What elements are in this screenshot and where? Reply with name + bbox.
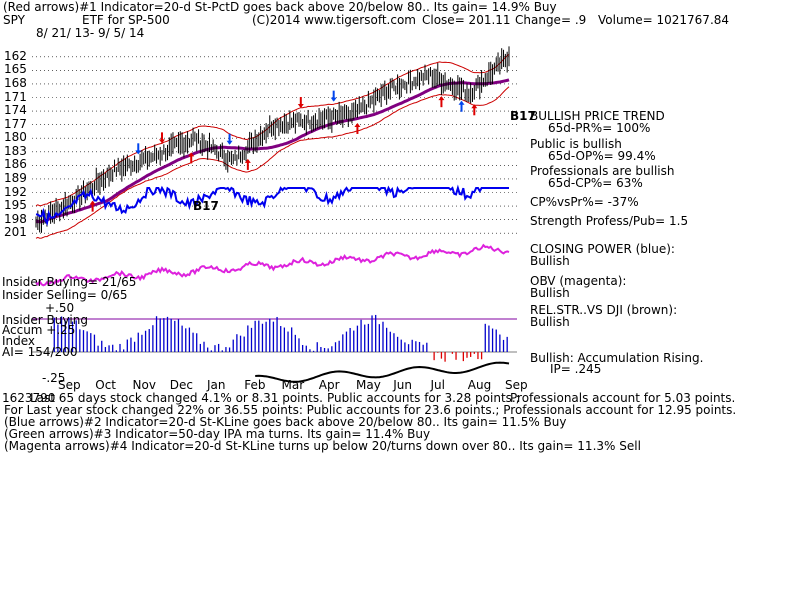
- insider-buying-2: Insider Buying: [2, 313, 88, 327]
- signal-arrowhead: [438, 96, 445, 101]
- bullish-price-trend: BULLISH PRICE TREND: [530, 109, 665, 123]
- header-line1: (Red arrows)#1 Indicator=20-d St-PctD go…: [3, 0, 557, 14]
- moving-average: [35, 78, 510, 224]
- relstr-series: [255, 361, 510, 383]
- accum-label: Accum +.25: [2, 323, 76, 337]
- pr-value: 65d-PR%= 100%: [548, 121, 651, 135]
- accumulation-histogram: [32, 314, 517, 362]
- accum-rising: Bullish: Accumulation Rising.: [530, 351, 704, 365]
- copyright: (C)2014 www.tigersoft.com: [252, 13, 416, 27]
- signal-arrowhead: [354, 122, 361, 127]
- signal-arrowhead: [458, 100, 465, 105]
- pros-bullish: Professionals are bullish: [530, 164, 675, 178]
- y-tick-label: 201: [4, 225, 27, 240]
- close-value: Close= 201.11: [422, 13, 511, 27]
- y-tick-label: 168: [4, 75, 27, 90]
- bottom-line5: (Magenta arrows)#4 Indicator=20-d St-KLi…: [4, 439, 641, 453]
- index-label: Index: [2, 334, 36, 348]
- ai-label: AI= 154/200: [2, 345, 78, 359]
- b17-label: B17: [193, 199, 219, 213]
- month-label: Nov: [132, 378, 156, 392]
- y-tick-label: 192: [4, 184, 27, 199]
- price-bars: [35, 46, 510, 233]
- cpvspr-value: CP%vsPr%= -37%: [530, 195, 639, 209]
- signal-arrows: [89, 90, 478, 212]
- bottom-line1-pros: Professionals account for 5.03 points.: [510, 391, 736, 405]
- insider-buying: Insider Buying= 21/65: [2, 275, 137, 289]
- y-tick-label: 162: [4, 48, 27, 63]
- month-label: Sep: [505, 378, 528, 392]
- signal-arrowhead: [471, 104, 478, 109]
- y-tick-label: 198: [4, 211, 27, 226]
- month-label: Sep: [58, 378, 81, 392]
- month-label: Aug: [467, 378, 492, 392]
- signal-arrowhead: [159, 139, 166, 144]
- insider-selling: Insider Selling= 0/65: [2, 288, 128, 302]
- etf-label: ETF for SP-500: [82, 13, 170, 27]
- relstr-state: Bullish: [530, 315, 570, 329]
- signal-arrowhead: [226, 140, 233, 145]
- closing-power-label: CLOSING POWER (blue):: [530, 242, 675, 256]
- month-label: Oct: [95, 378, 116, 392]
- bottom-line3: (Blue arrows)#2 Indicator=20-d St-KLine …: [4, 415, 567, 429]
- y-tick-label: 183: [4, 143, 27, 158]
- signal-arrowhead: [135, 150, 142, 155]
- date-range: 8/ 21/ 13- 9/ 5/ 14: [36, 26, 145, 40]
- y-tick-label: 189: [4, 170, 27, 185]
- strength-value: Strength Profess/Pub= 1.5: [530, 214, 689, 228]
- lower-band: [35, 86, 510, 239]
- obv-line: [35, 243, 510, 287]
- y-tick-label: 171: [4, 89, 27, 104]
- y-tick-label: 165: [4, 62, 27, 77]
- ip-value: IP= .245: [550, 362, 602, 376]
- closing-power-line: [35, 184, 509, 227]
- bottom-overlap-number: 1623790: [2, 391, 56, 405]
- y-tick-label: 186: [4, 157, 27, 172]
- y-tick-label: 174: [4, 103, 27, 118]
- op-value: 65d-OP%= 99.4%: [548, 149, 656, 163]
- signal-arrowhead: [244, 158, 251, 163]
- ticker: SPY: [3, 13, 25, 27]
- obv-label: OBV (magenta):: [530, 274, 627, 288]
- bottom-line1-public: Public accounts for 3.28 points.;: [327, 391, 520, 405]
- month-label: May: [356, 378, 381, 392]
- cp-value: 65d-CP%= 63%: [548, 176, 643, 190]
- y-tick-label: 177: [4, 116, 27, 131]
- bottom-line1-prefix: Last 65 days stock changed 4.1% or 8.31 …: [30, 391, 323, 405]
- closing-power-state: Bullish: [530, 254, 570, 268]
- bottom-line2: For Last year stock changed 22% or 36.55…: [4, 403, 737, 417]
- month-label: Jul: [430, 378, 445, 392]
- month-label: Dec: [169, 378, 193, 392]
- obv-series: [35, 243, 510, 287]
- public-bullish: Public is bullish: [530, 137, 622, 151]
- volume-value: Volume= 1021767.84: [598, 13, 730, 27]
- signal-arrowhead: [89, 200, 96, 205]
- signal-arrowhead: [330, 97, 337, 102]
- accum-plus50: +.50: [45, 301, 75, 315]
- y-tick-label: 195: [4, 198, 27, 213]
- change-value: Change= .9: [515, 13, 587, 27]
- month-label: Feb: [244, 378, 266, 392]
- month-label: Jan: [207, 378, 226, 392]
- accum-minus25: -.25: [42, 371, 66, 385]
- month-label: Mar: [281, 378, 305, 392]
- signal-arrowhead: [188, 152, 195, 157]
- signal-arrowhead: [297, 104, 304, 109]
- relative-strength-line: [255, 361, 510, 383]
- obv-state: Bullish: [530, 286, 570, 300]
- month-label: Jun: [393, 378, 412, 392]
- relstr-label: REL.STR..VS DJI (brown):: [530, 303, 678, 317]
- b17-label: B17: [510, 109, 536, 123]
- bottom-line4: (Green arrows)#3 Indicator=50-day IPA ma…: [4, 427, 431, 441]
- closing-power-series: [35, 184, 509, 227]
- month-label: Apr: [318, 378, 340, 392]
- y-tick-label: 180: [4, 130, 27, 145]
